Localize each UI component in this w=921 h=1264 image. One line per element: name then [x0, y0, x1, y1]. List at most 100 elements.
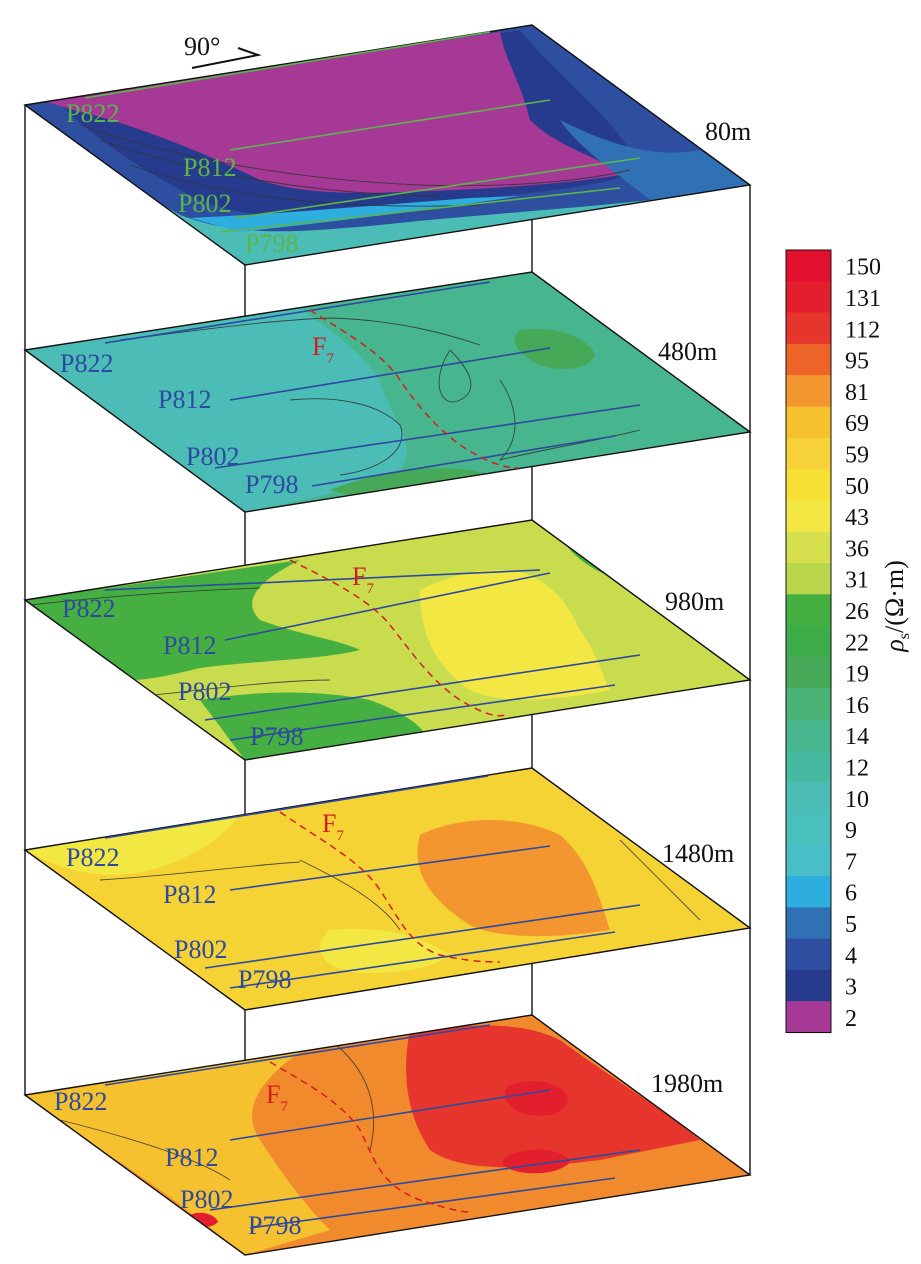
slice-980m: [23, 519, 752, 761]
depth-label-80m: 80m: [705, 117, 751, 146]
profile-label-p822-480m: P822: [60, 349, 113, 378]
profile-line-p812-1980m: [229, 1089, 551, 1141]
colorbar-swatch: [786, 688, 831, 721]
colorbar-swatch: [786, 437, 831, 470]
fault-label-f7-1980m: F7: [266, 1080, 288, 1115]
profile-label-p822-1980m: P822: [54, 1087, 107, 1116]
profile-line-p798-980m: [229, 684, 616, 741]
profile-line-p802-480m: [214, 404, 641, 469]
profile-line-p798-80m: [219, 187, 621, 233]
slice-480m-zone-teal-left: [25, 308, 407, 512]
colorbar-swatch: [786, 406, 831, 439]
colorbar-swatch: [786, 782, 831, 814]
profile-line-p812-980m: [224, 572, 551, 641]
colorbar-swatch: [786, 563, 831, 595]
colorbar-tick-label: 31: [845, 568, 869, 594]
slice-1480m-zone-orange-center: [417, 820, 610, 937]
slice-1480m: [23, 767, 752, 1011]
profile-line-p802-1980m: [209, 1149, 641, 1211]
compass-arrow-icon: [191, 47, 262, 69]
colorbar-tick-label: 36: [845, 536, 869, 562]
colorbar-swatch: [786, 375, 831, 408]
colorbar-tick-label: 2: [845, 1006, 857, 1032]
slice-80m-zone-cyan-band: [190, 196, 520, 232]
colorbar-swatch: [786, 750, 831, 783]
profile-line-p802-980m: [204, 654, 641, 721]
colorbar-tick-label: 9: [845, 818, 857, 844]
colorbar-tick-label: 22: [845, 630, 869, 656]
colorbar-swatch: [786, 719, 831, 752]
colorbar-title-subscript: s: [896, 633, 913, 639]
svg-text:ρs/(Ω·m): ρs/(Ω·m): [880, 560, 913, 652]
colorbar-title-symbol: ρ: [880, 639, 909, 652]
colorbar-swatch: [786, 969, 831, 1002]
profile-label-p802-80m: P802: [178, 189, 231, 218]
colorbar: 1501311129581695950433631262219161412109…: [785, 249, 881, 1034]
colorbar-tick-label: 59: [845, 442, 869, 468]
colorbar-swatch: [786, 250, 831, 282]
depth-label-1980m: 1980m: [651, 1069, 723, 1098]
depth-label-980m: 980m: [665, 587, 724, 616]
colorbar-title: ρs/(Ω·m): [880, 560, 913, 652]
colorbar-tick-label: 19: [845, 662, 869, 688]
fault-line-f7-1980m: [269, 1061, 471, 1213]
colorbar-tick-label: 14: [845, 724, 869, 750]
slice-80m: [23, 24, 752, 266]
colorbar-swatch: [786, 531, 831, 564]
profile-line-p798-1480m: [229, 931, 616, 989]
profile-line-p802-1480m: [204, 904, 641, 969]
profile-label-p798-480m: P798: [245, 470, 298, 499]
profile-label-p812-1980m: P812: [165, 1143, 218, 1172]
colorbar-tick-label: 6: [845, 881, 857, 907]
profile-label-p802-480m: P802: [186, 442, 239, 471]
colorbar-swatch: [786, 656, 831, 689]
profile-line-p812-80m: [229, 99, 551, 151]
colorbar-tick-label: 95: [845, 349, 869, 375]
profile-label-p812-80m: P812: [183, 153, 236, 182]
colorbar-tick-label: 26: [845, 599, 869, 625]
profile-label-p812-480m: P812: [158, 385, 211, 414]
colorbar-swatch: [786, 844, 831, 877]
profile-line-p822-1480m: [104, 775, 489, 839]
colorbar-tick-label: 7: [845, 849, 857, 875]
slice-1980m-zone-red-spot-1: [504, 1081, 568, 1116]
fault-label-f7-980m: F7: [352, 562, 374, 597]
profile-line-p822-980m: [104, 569, 541, 591]
profile-label-p812-1480m: P812: [163, 880, 216, 909]
profile-line-p822-1980m: [104, 1024, 491, 1086]
colorbar-title-unit: /(Ω·m): [880, 560, 909, 633]
colorbar-tick-label: 5: [845, 912, 857, 938]
profile-line-p802-80m: [234, 157, 641, 219]
profile-label-p822-1480m: P822: [66, 843, 119, 872]
slice-1480m-base: [25, 768, 750, 1010]
profile-line-p812-480m: [229, 347, 551, 401]
profile-label-p802-1480m: P802: [174, 935, 227, 964]
colorbar-tick-label: 50: [845, 474, 869, 500]
colorbar-tick-label: 12: [845, 755, 869, 781]
profile-line-p798-1980m: [249, 1177, 616, 1229]
colorbar-swatch: [786, 343, 831, 376]
colorbar-tick-label: 43: [845, 505, 869, 531]
slice-80m-zone-mid-blue: [560, 120, 750, 200]
slice-480m: [23, 271, 752, 513]
profile-label-p802-980m: P802: [178, 677, 231, 706]
colorbar-swatch: [786, 1001, 831, 1034]
colorbar-swatch: [786, 907, 831, 940]
colorbar-tick-label: 81: [845, 380, 869, 406]
profile-label-p798-1980m: P798: [248, 1211, 301, 1240]
profile-label-p798-80m: P798: [245, 229, 298, 258]
fault-line-f7-980m: [289, 559, 506, 717]
colorbar-swatch: [786, 281, 831, 314]
fault-label-f7-1480m: F7: [322, 809, 344, 844]
colorbar-tick-label: 4: [845, 943, 857, 969]
colorbar-swatch: [786, 312, 831, 345]
colorbar-swatch: [786, 938, 831, 971]
profile-line-p822-80m: [84, 31, 491, 99]
colorbar-swatch: [786, 469, 831, 501]
colorbar-swatch: [786, 500, 831, 533]
colorbar-tick-label: 131: [845, 286, 881, 312]
profile-label-p812-980m: P812: [163, 631, 216, 660]
fault-line-f7-480m: [309, 309, 519, 469]
